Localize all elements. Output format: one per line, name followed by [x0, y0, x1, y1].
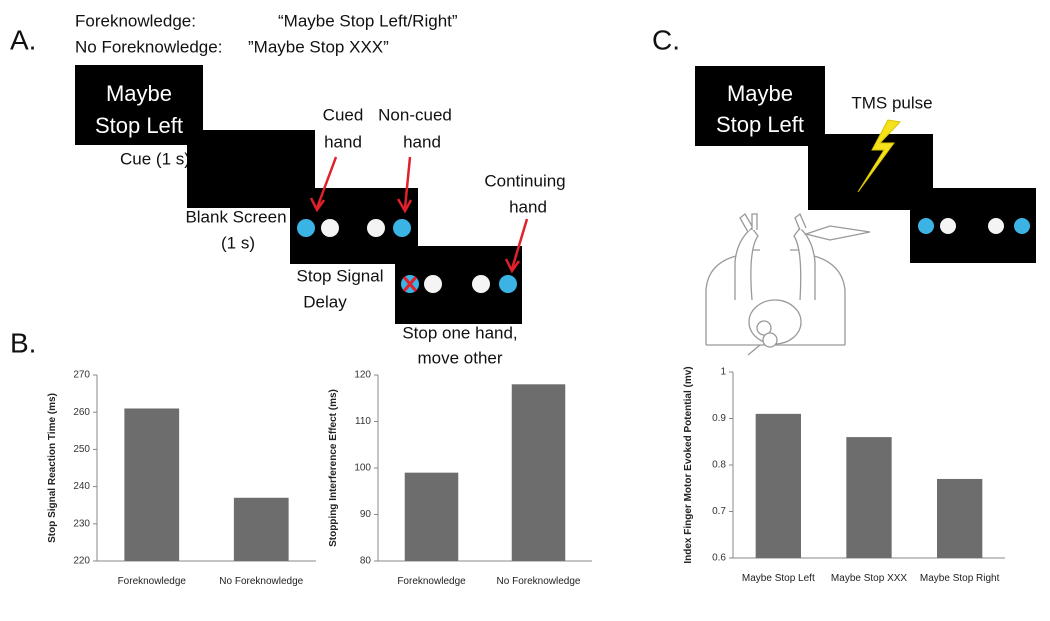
condition: Foreknowledge: [75, 11, 196, 30]
caption: move other [417, 348, 502, 367]
y-tick-label: 220 [73, 556, 90, 567]
dot [472, 275, 490, 293]
x-tick-label: Foreknowledge [397, 576, 466, 587]
dot [940, 218, 956, 234]
y-tick-label: 110 [355, 416, 371, 427]
x-tick-label-box: Maybe Stop Left [741, 573, 815, 584]
y-tick-label: 240 [73, 481, 90, 492]
caption: hand [324, 132, 362, 151]
y-axis-label-box: Index Finger Motor Evoked Potential (mv) [683, 366, 694, 564]
y-tick-label: 100 [354, 463, 371, 474]
arrow [396, 156, 413, 214]
y-tick-label: 0.8 [712, 460, 726, 471]
tms-bolt [857, 119, 902, 193]
y-tick-label: 120 [354, 370, 371, 381]
x-tick-label-box: No Foreknowledge [496, 576, 581, 587]
dot [393, 219, 411, 237]
caption: Non-cued [378, 105, 452, 124]
y-tick-label: 260 [73, 407, 90, 418]
screen [75, 65, 203, 145]
bar [511, 384, 566, 561]
caption: Blank Screen [185, 207, 286, 226]
screen-text: Stop Left [95, 113, 183, 138]
bar [755, 413, 801, 558]
dot [988, 218, 1004, 234]
y-axis-label-box: Stopping Interference Effect (ms) [328, 389, 339, 547]
y-tick-label: 0.9 [712, 413, 726, 424]
y-tick-label: 270 [73, 370, 90, 381]
x-tick-label: Maybe Stop XXX [830, 573, 908, 584]
panel-label: C. [652, 24, 680, 55]
y-tick-label: 80 [360, 556, 372, 567]
bar [846, 437, 892, 558]
screen-text: Stop Left [716, 112, 804, 137]
caption: Cued [323, 105, 364, 124]
x-tick-label: Foreknowledge [117, 576, 186, 587]
caption: Stop Signal [297, 266, 384, 285]
y-axis-label: Stopping Interference Effect (ms) [328, 389, 339, 547]
dot [321, 219, 339, 237]
dot [499, 275, 517, 293]
dot [1014, 218, 1030, 234]
x-tick-label: No Foreknowledge [219, 576, 304, 587]
caption: Cue (1 s) [120, 149, 190, 168]
y-tick-label: 90 [360, 509, 372, 520]
x-tick-label-box: No Foreknowledge [219, 576, 304, 587]
dot [424, 275, 442, 293]
arrow [504, 218, 529, 274]
caption: hand [509, 197, 547, 216]
cross [402, 276, 418, 292]
x-tick-label-box: Maybe Stop XXX [830, 573, 908, 584]
caption: TMS pulse [851, 93, 932, 112]
x-tick-label: No Foreknowledge [496, 576, 581, 587]
bar [124, 408, 180, 561]
y-axis-label-box: Stop Signal Reaction Time (ms) [47, 393, 58, 543]
caption: hand [403, 132, 441, 151]
y-tick-label: 0.6 [712, 553, 726, 564]
screen-text: Maybe [727, 81, 793, 106]
y-tick-label: 0.7 [712, 506, 726, 517]
screen [695, 66, 825, 146]
y-axis-label: Stop Signal Reaction Time (ms) [47, 393, 58, 543]
caption: Stop one hand, [402, 323, 517, 342]
x-tick-label: Maybe Stop Right [919, 573, 1000, 584]
panel-label: A. [10, 24, 36, 55]
bar [937, 478, 983, 558]
y-tick-label: 1 [720, 367, 726, 378]
x-tick-label-box: Foreknowledge [397, 576, 466, 587]
panel-label: B. [10, 327, 36, 358]
y-tick-label: 230 [73, 518, 90, 529]
caption: Continuing [484, 171, 565, 190]
caption: Delay [303, 292, 347, 311]
dot [918, 218, 934, 234]
condition: “Maybe Stop Left/Right” [278, 11, 458, 30]
condition: No Foreknowledge: [75, 37, 222, 56]
hands-sketch [705, 212, 871, 356]
x-tick-label: Maybe Stop Left [741, 573, 815, 584]
x-tick-label-box: Foreknowledge [117, 576, 186, 587]
caption: (1 s) [221, 233, 255, 252]
y-tick-label: 250 [73, 444, 90, 455]
x-tick-label-box: Maybe Stop Right [919, 573, 1000, 584]
bar [233, 497, 289, 561]
y-axis-label: Index Finger Motor Evoked Potential (mv) [683, 366, 694, 564]
bar [404, 472, 459, 561]
condition: ”Maybe Stop XXX” [248, 37, 389, 56]
screen-text: Maybe [106, 81, 172, 106]
arrow [309, 156, 338, 213]
dot [297, 219, 315, 237]
dot [367, 219, 385, 237]
